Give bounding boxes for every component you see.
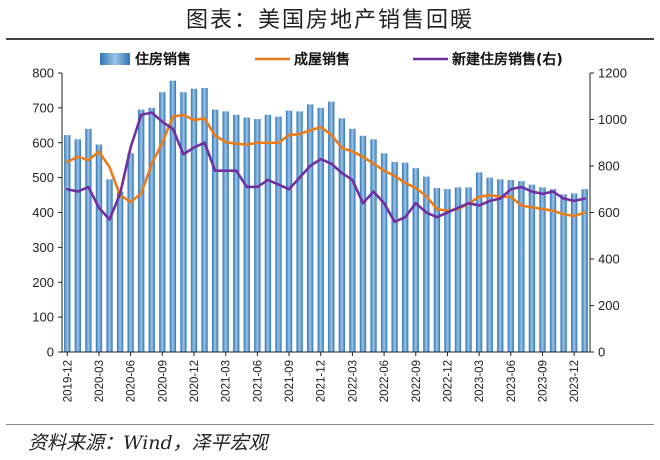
chart-axes: 0 100 200 300 400 500 600 700 800 0 200 400 600 800 10… [32,66,627,403]
legend-label-existing-home-sales: 成屋销售 [294,51,350,68]
left-tick-label: 100 [32,310,54,325]
bar-2024-01 [581,189,588,352]
bar-2022-10 [423,176,430,352]
title-rule [6,38,654,40]
bar-2020-12 [190,88,198,352]
source-rule [6,424,654,425]
right-tick-label: 800 [598,159,620,174]
bar-2022-11 [433,188,441,352]
bar-2021-06 [254,119,261,352]
x-tick-label: 2022-06 [379,360,391,402]
bar-2022-03 [349,128,356,352]
source-note: 资料来源：Wind，泽平宏观 [28,432,268,454]
legend-swatch-home-sales [100,53,130,65]
left-tick-label: 700 [32,100,54,115]
left-tick-label: 800 [32,66,54,81]
x-tick-label: 2023-09 [537,360,549,402]
x-tick-label: 2020-03 [94,360,106,402]
bar-2020-05 [116,191,124,352]
x-tick-label: 2021-06 [252,360,264,402]
bar-2020-04 [106,179,113,352]
bar-2022-01 [328,101,335,352]
bar-2023-11 [560,194,567,352]
bar-2020-07 [138,109,145,353]
bar-2021-08 [275,116,282,352]
x-tick-label: 2019-12 [62,360,74,402]
legend-label-home-sales: 住房销售 [135,51,191,68]
bar-2021-03 [222,111,229,352]
right-tick-label: 1000 [598,112,627,127]
chart-title: 图表：美国房地产销售回暖 [185,8,474,33]
x-tick-label: 2023-03 [474,360,486,402]
bar-2023-06 [507,180,514,352]
left-tick-label: 200 [32,275,54,290]
right-tick-label: 1200 [598,66,627,81]
bar-2023-04 [486,177,493,353]
line-series [65,111,587,224]
bar-2023-07 [518,181,525,352]
bar-2021-07 [264,114,272,352]
left-tick-label: 600 [32,135,54,150]
bar-2022-06 [380,153,388,352]
bar-2023-02 [465,187,472,352]
bar-2023-09 [539,187,546,352]
bar-2020-08 [148,107,155,353]
right-tick-label: 200 [598,298,620,313]
x-tick-label: 2022-12 [442,360,454,402]
bar-2021-01 [201,88,208,352]
bar-2020-10 [169,80,177,353]
bar-2021-02 [211,109,219,353]
left-tick-label: 300 [32,240,54,255]
legend-label-new-home-sales: 新建住房销售(右) [452,51,563,68]
bar-2021-05 [243,117,250,352]
bar-2022-12 [444,189,451,352]
left-tick-label: 500 [32,170,54,185]
bar-2020-09 [159,92,166,353]
x-tick-label: 2022-09 [411,360,423,402]
bar-2023-03 [475,172,483,352]
x-tick-label: 2022-03 [347,360,359,402]
bar-2021-04 [233,114,240,352]
bar-2021-11 [306,104,314,352]
bar-2021-12 [317,107,324,353]
bar-2022-09 [412,168,419,352]
x-tick-label: 2023-06 [506,360,518,402]
bar-2023-08 [528,184,536,352]
x-tick-label: 2021-12 [316,360,328,402]
bar-2023-10 [549,189,557,352]
bar-2021-10 [296,111,303,352]
bar-2022-04 [359,135,367,352]
x-tick-label: 2021-09 [284,360,296,402]
bar-2020-06 [127,153,134,352]
bar-series [64,80,588,353]
x-tick-label: 2020-12 [189,360,201,402]
bar-2022-05 [370,139,377,352]
bar-2020-03 [95,144,103,352]
x-tick-label: 2020-06 [126,360,138,402]
bar-2020-01 [74,139,82,352]
bar-2020-02 [85,128,92,352]
bar-2022-07 [391,161,398,352]
bar-2023-05 [497,179,504,352]
new-home-sales-line [65,111,587,224]
bar-2021-09 [285,110,293,352]
right-tick-label: 0 [598,345,605,360]
bar-2023-01 [454,187,462,352]
bar-2022-02 [338,118,346,352]
left-tick-label: 400 [32,205,54,220]
chart-legend: 住房销售 成屋销售 新建住房销售(右) [100,51,563,68]
bar-2019-12 [64,135,71,352]
existing-home-sales-line [65,113,587,218]
x-tick-label: 2021-03 [221,360,233,402]
x-tick-label: 2020-09 [157,360,169,402]
left-tick-label: 0 [47,345,54,360]
bar-2020-11 [180,92,187,353]
right-tick-label: 400 [598,252,620,267]
bar-2023-12 [570,193,578,352]
bar-2022-08 [402,162,409,352]
x-tick-label: 2023-12 [569,360,581,402]
right-tick-label: 600 [598,205,620,220]
